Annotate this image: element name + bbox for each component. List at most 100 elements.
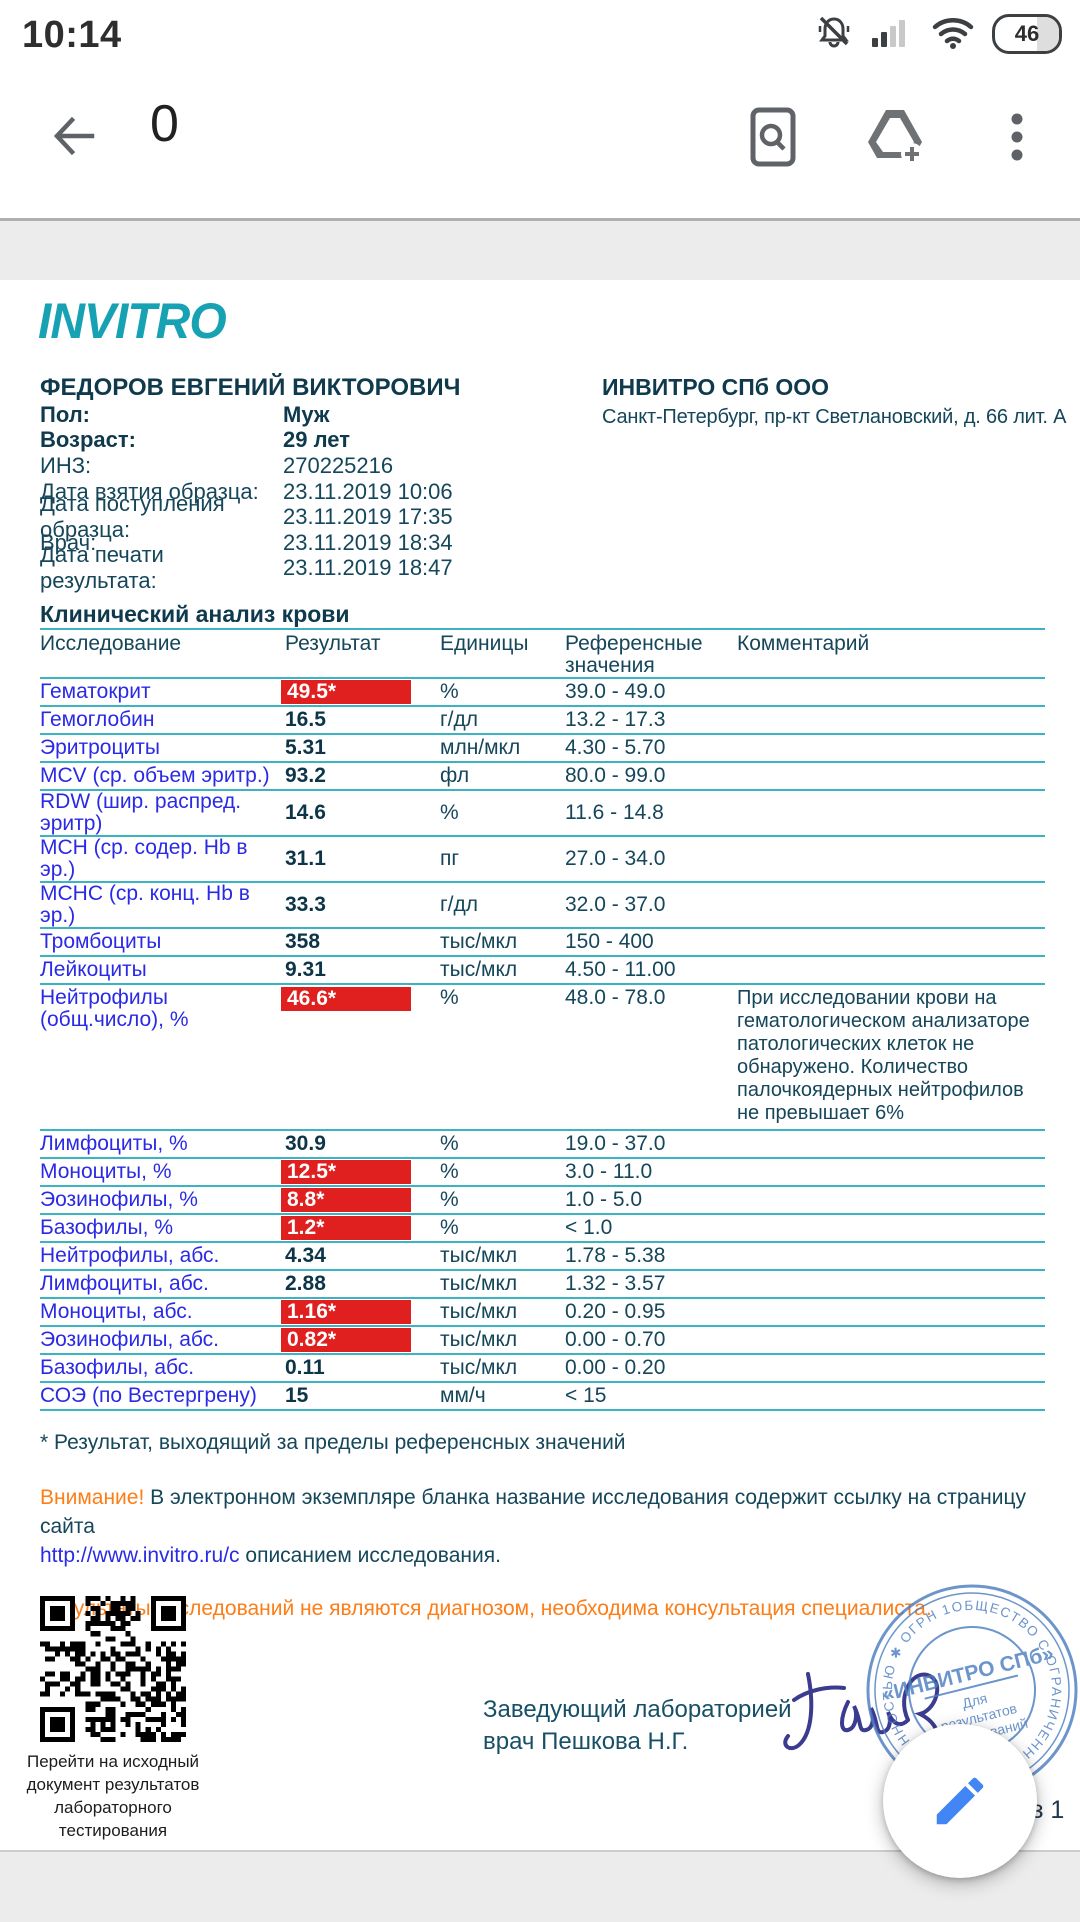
test-name-link[interactable]: Эритроциты: [40, 736, 160, 759]
test-name-link[interactable]: Эозинофилы, абс.: [40, 1328, 220, 1351]
info-value: 23.11.2019 18:47: [283, 555, 453, 581]
cell-signal-icon: [870, 12, 914, 57]
test-name-link[interactable]: Гематокрит: [40, 680, 151, 703]
table-row: Базофилы, % 1.2*% < 1.0: [40, 1215, 1045, 1243]
test-name-link[interactable]: MCH (ср. содер. Hb в эр.): [40, 836, 248, 881]
test-units: тыс/мкл: [440, 958, 518, 981]
reference-range: < 1.0: [565, 1216, 613, 1239]
info-label: ИНЗ:: [40, 452, 92, 478]
signatory-title-line: Заведующий лабораторией: [483, 1696, 792, 1723]
test-result: 12.5*: [281, 1160, 440, 1184]
test-name-link[interactable]: Лейкоциты: [40, 958, 147, 981]
table-row: Гемоглобин 16.5 г/дл 13.2 - 17.3: [40, 707, 1045, 735]
table-row: Нейтрофилы (общ.число), % 46.6*% 48.0 - 78…: [40, 985, 1045, 1131]
invitro-logo: INVITRO: [38, 293, 227, 350]
test-units: %: [440, 801, 459, 824]
reference-range: 48.0 - 78.0: [565, 986, 666, 1009]
test-name-link[interactable]: Базофилы, %: [40, 1216, 173, 1239]
pencil-icon: [936, 1777, 984, 1825]
table-row: MCV (ср. объем эритр.) 93.2 фл 80.0 - 99.0: [40, 763, 1045, 791]
info-label: Возраст:: [40, 427, 136, 453]
patient-info-row: ИНЗ: 270225216: [40, 453, 600, 479]
battery-percent: 46: [1014, 21, 1040, 46]
test-name-link[interactable]: Нейтрофилы, абс.: [40, 1244, 220, 1267]
overflow-menu-button[interactable]: [984, 104, 1050, 170]
test-result: 9.31: [285, 958, 326, 981]
test-name-link[interactable]: Гемоглобин: [40, 708, 155, 731]
col-header-study: Исследование: [40, 632, 182, 655]
info-value: 23.11.2019 17:35: [283, 504, 453, 530]
test-result: 5.31: [285, 736, 326, 759]
col-header-comment: Комментарий: [737, 632, 870, 655]
test-comment: При исследовании крови на гематологическ…: [737, 987, 1030, 1124]
test-units: млн/мкл: [440, 736, 521, 759]
test-result: 31.1: [285, 847, 326, 870]
reference-range: 1.32 - 3.57: [565, 1272, 666, 1295]
reference-range: 39.0 - 49.0: [565, 680, 666, 703]
invitro-link[interactable]: http://www.invitro.ru/с: [40, 1544, 240, 1567]
test-name-link[interactable]: Базофилы, абс.: [40, 1356, 195, 1379]
reference-range: 32.0 - 37.0: [565, 893, 666, 916]
pdf-page[interactable]: INVITRO ФЕДОРОВ ЕВГЕНИЙ ВИКТОРОВИЧ ИНВИТ…: [0, 280, 1080, 1850]
table-row: Лейкоциты 9.31 тыс/мкл 4.50 - 11.00: [40, 957, 1045, 985]
qr-code: [40, 1596, 186, 1742]
table-row: RDW (шир. распред. эритр) 14.6% 11.6 - 14.…: [40, 791, 1045, 837]
battery-icon: 46: [992, 14, 1062, 54]
table-row: Лимфоциты, абс. 2.88 тыс/мкл 1.32 - 3.57: [40, 1271, 1045, 1299]
test-units: тыс/мкл: [440, 930, 518, 953]
test-name-link[interactable]: Тромбоциты: [40, 930, 162, 953]
document-title: 0: [150, 95, 179, 153]
notice-paragraph: Внимание! В электронном экземпляре бланк…: [40, 1483, 1045, 1570]
test-name-link[interactable]: СОЭ (по Вестергрену): [40, 1384, 257, 1407]
notice-line2: описанием исследования.: [239, 1544, 501, 1567]
reference-range: 27.0 - 34.0: [565, 847, 666, 870]
test-result: 49.5*: [281, 680, 440, 704]
table-row: Моноциты, % 12.5*% 3.0 - 11.0: [40, 1159, 1045, 1187]
table-row: Эозинофилы, абс. 0.82* тыс/мкл 0.00 - 0.70: [40, 1327, 1045, 1355]
info-value: 23.11.2019 18:34: [283, 529, 453, 555]
reference-range: 4.30 - 5.70: [565, 736, 666, 759]
test-name-link[interactable]: Лимфоциты, абс.: [40, 1272, 209, 1295]
reference-range: 0.00 - 0.70: [565, 1328, 666, 1351]
patient-info-row: Дата печати результата: 23.11.2019 18:47: [40, 542, 600, 593]
test-result: 93.2: [285, 764, 326, 787]
test-name-link[interactable]: Нейтрофилы (общ.число), %: [40, 986, 189, 1031]
out-of-range-result: 46.6*: [281, 987, 411, 1011]
table-row: Эозинофилы, % 8.8*% 1.0 - 5.0: [40, 1187, 1045, 1215]
test-result: 358: [285, 930, 321, 953]
lab-org-name: ИНВИТРО СПб ООО: [602, 374, 830, 400]
table-row: Лимфоциты, % 30.9% 19.0 - 37.0: [40, 1131, 1045, 1159]
reference-range: 0.00 - 0.20: [565, 1356, 666, 1379]
patient-info-row: Дата поступления образца: 23.11.2019 17:3…: [40, 491, 600, 542]
toolbar-divider: [0, 218, 1080, 221]
section-rule: [40, 628, 1045, 630]
signatory-title-line: врач Пешкова Н.Г.: [483, 1728, 689, 1755]
test-name-link[interactable]: Моноциты, абс.: [40, 1300, 193, 1323]
test-name-link[interactable]: Лимфоциты, %: [40, 1132, 188, 1155]
table-row: СОЭ (по Вестергрену) 15 мм/ч < 15: [40, 1383, 1045, 1411]
test-name-link[interactable]: MCV (ср. объем эритр.): [40, 764, 270, 787]
page-number-label: з 1: [1032, 1796, 1065, 1824]
edit-fab[interactable]: [883, 1724, 1037, 1878]
test-name-link[interactable]: RDW (шир. распред. эритр): [40, 790, 242, 835]
table-row: Тромбоциты 358 тыс/мкл 150 - 400: [40, 929, 1045, 957]
info-label: Врач:: [40, 529, 97, 555]
test-name-link[interactable]: Моноциты, %: [40, 1160, 172, 1183]
find-in-document-button[interactable]: [740, 104, 806, 170]
info-value: 29 лет: [283, 427, 350, 453]
add-to-drive-button[interactable]: [862, 104, 928, 170]
test-units: %: [440, 1188, 459, 1211]
reference-range: 150 - 400: [565, 930, 654, 953]
table-row: Эритроциты 5.31 млн/мкл 4.30 - 5.70: [40, 735, 1045, 763]
col-header-ref: Референсные значения: [565, 632, 703, 677]
viewer-background-top: [0, 221, 1080, 280]
qr-caption: Перейти на исходный документ результатов л…: [12, 1750, 214, 1842]
reference-range: 0.20 - 0.95: [565, 1300, 666, 1323]
back-button[interactable]: [46, 108, 102, 164]
section-title: Клинический анализ крови: [40, 601, 350, 627]
info-label: Дата печати результата:: [40, 542, 164, 594]
test-name-link[interactable]: Эозинофилы, %: [40, 1188, 198, 1211]
patient-info-rows: Пол: Муж Возраст: 29 лет ИНЗ: 270225216 Дата в…: [40, 402, 600, 594]
test-name-link[interactable]: MCHC (ср. конц. Hb в эр.): [40, 882, 250, 927]
test-result: 14.6: [285, 801, 326, 824]
